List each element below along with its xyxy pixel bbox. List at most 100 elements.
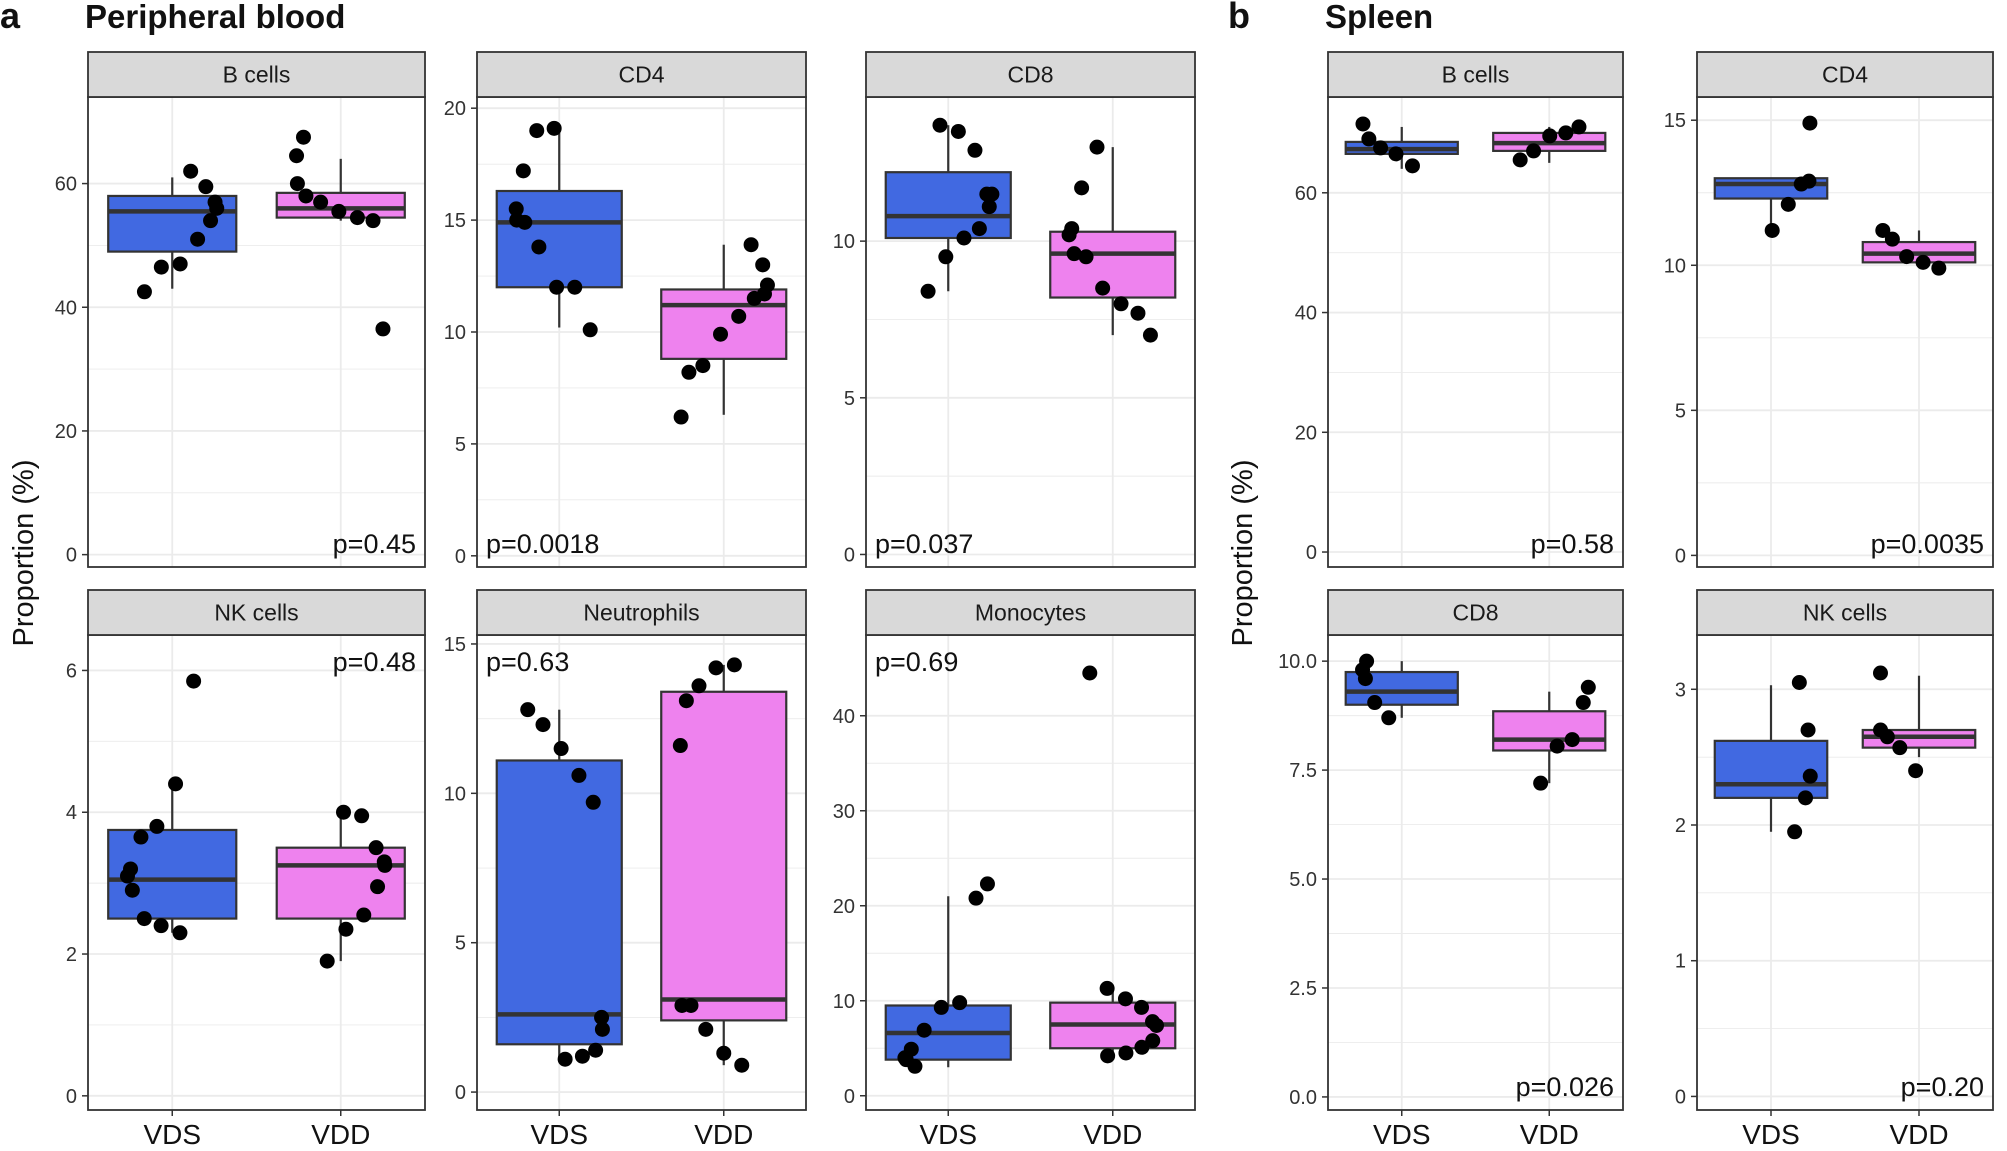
- vds-data-point: [571, 767, 587, 783]
- vds-data-point: [1793, 176, 1809, 192]
- y-axis-label-left: Proportion (%): [8, 460, 40, 647]
- vds-data-point: [574, 1048, 590, 1064]
- y-tick-label: 30: [833, 801, 855, 823]
- vdd-data-point: [1512, 152, 1528, 168]
- vdd-data-point: [1149, 1017, 1165, 1033]
- y-tick-label: 10: [833, 991, 855, 1013]
- vdd-data-point: [1899, 249, 1915, 265]
- vdd-data-point: [683, 997, 699, 1013]
- facet-a-monocytes: 0 10 20 30 40 Monocytes p=0.69 VDS VDD: [833, 589, 1196, 1150]
- y-tick-label: 40: [1295, 303, 1317, 325]
- vds-data-point: [1780, 196, 1796, 212]
- y-tick-label: 0: [844, 544, 855, 566]
- vds-data-point: [153, 918, 169, 934]
- y-tick-label: 4: [66, 802, 77, 824]
- facet-strip-label: CD4: [1822, 62, 1868, 88]
- vdd-data-point: [734, 1057, 750, 1073]
- vds-data-point: [168, 776, 184, 792]
- vdd-data-point: [349, 210, 365, 226]
- vdd-data-point: [695, 358, 711, 374]
- y-tick-label: 15: [1664, 110, 1686, 132]
- facet-strip: [476, 589, 807, 636]
- vds-data-point: [950, 123, 966, 139]
- vds-data-point: [1787, 824, 1803, 840]
- vds-data-point: [517, 214, 533, 230]
- vdd-data-point: [1875, 222, 1891, 238]
- facet-strip: [476, 51, 807, 98]
- panel-letter-a: a: [0, 0, 21, 36]
- y-tick-label: 2: [66, 944, 77, 966]
- vdd-data-point: [1145, 1033, 1161, 1049]
- vds-data-point: [938, 249, 954, 265]
- facet-strip: [865, 51, 1196, 98]
- vdd-data-point: [1915, 254, 1931, 270]
- p-value-label: p=0.48: [333, 647, 416, 677]
- vdd-data-point: [672, 738, 688, 754]
- vds-data-point: [1797, 790, 1813, 806]
- vdd-data-point: [746, 290, 762, 306]
- vds-data-point: [979, 876, 995, 892]
- vdd-data-point: [1931, 260, 1947, 276]
- vdd-data-point: [375, 321, 391, 337]
- vdd-box: [1492, 710, 1607, 752]
- facet-strip-label: CD8: [1007, 62, 1053, 88]
- vds-data-point: [1404, 158, 1420, 174]
- vdd-data-point: [1549, 738, 1565, 754]
- vdd-data-point: [1066, 246, 1082, 262]
- vdd-data-point: [335, 804, 351, 820]
- vds-data-point: [190, 231, 206, 247]
- x-tick-label: VDS: [919, 1119, 977, 1150]
- facet-strip-label: B cells: [1442, 62, 1510, 88]
- vdd-data-point: [289, 148, 305, 164]
- vds-data-point: [535, 717, 551, 733]
- y-tick-label: 40: [55, 297, 77, 319]
- vdd-data-point: [356, 907, 372, 923]
- y-tick-label: 5: [455, 434, 466, 456]
- vds-data-point: [136, 284, 152, 300]
- vdd-data-point: [1558, 125, 1574, 141]
- facet-strip: [87, 51, 426, 98]
- vdd-data-point: [1118, 1045, 1134, 1061]
- vds-data-point: [133, 829, 149, 845]
- p-value-label: p=0.0018: [486, 529, 599, 559]
- facet-b-b-cells: 0 20 40 60 B cells p=0.58: [1295, 51, 1624, 568]
- vdd-data-point: [1089, 139, 1105, 155]
- vds-data-point: [968, 890, 984, 906]
- y-tick-label: 0: [455, 546, 466, 568]
- vds-data-point: [567, 279, 583, 295]
- x-tick-label: VDD: [1520, 1119, 1579, 1150]
- vds-data-point: [1802, 115, 1818, 131]
- y-tick-label: 6: [66, 660, 77, 682]
- vdd-data-point: [1884, 231, 1900, 247]
- x-tick-label: VDS: [143, 1119, 201, 1150]
- facet-a-neutrophils: 0 5 10 15 Neutrophils p=0.63 VDS VDD: [444, 589, 807, 1150]
- y-tick-label: 2.5: [1289, 978, 1317, 1000]
- y-tick-label: 7.5: [1289, 760, 1317, 782]
- vdd-data-point: [1533, 775, 1549, 791]
- vds-data-point: [520, 702, 536, 718]
- y-tick-label: 1: [1675, 951, 1686, 973]
- vds-data-point: [984, 186, 1000, 202]
- vds-data-point: [529, 123, 545, 139]
- vdd-data-point: [755, 257, 771, 273]
- panel-letter-b: b: [1228, 0, 1250, 36]
- vds-data-point: [124, 882, 140, 898]
- facet-strip: [1696, 589, 1994, 636]
- vds-data-point: [557, 1051, 573, 1067]
- vdd-box: [660, 288, 788, 360]
- facet-a-cd4: 0 5 10 15 20 CD4 p=0.0018: [444, 51, 807, 568]
- p-value-label: p=0.58: [1531, 529, 1614, 559]
- y-tick-label: 10: [444, 322, 466, 344]
- y-tick-label: 5: [455, 933, 466, 955]
- facet-strip: [87, 589, 426, 636]
- facet-a-nk-cells: 0 2 4 6 NK cells p=0.48 VDS VDD: [66, 589, 426, 1150]
- x-tick-label: VDS: [1742, 1119, 1800, 1150]
- vds-data-point: [546, 120, 562, 136]
- vds-data-point: [183, 163, 199, 179]
- vds-data-point: [594, 1009, 610, 1025]
- vds-data-point: [1367, 695, 1383, 711]
- p-value-label: p=0.0035: [1871, 529, 1984, 559]
- facet-strip: [1696, 51, 1994, 98]
- y-tick-label: 0: [1306, 542, 1317, 564]
